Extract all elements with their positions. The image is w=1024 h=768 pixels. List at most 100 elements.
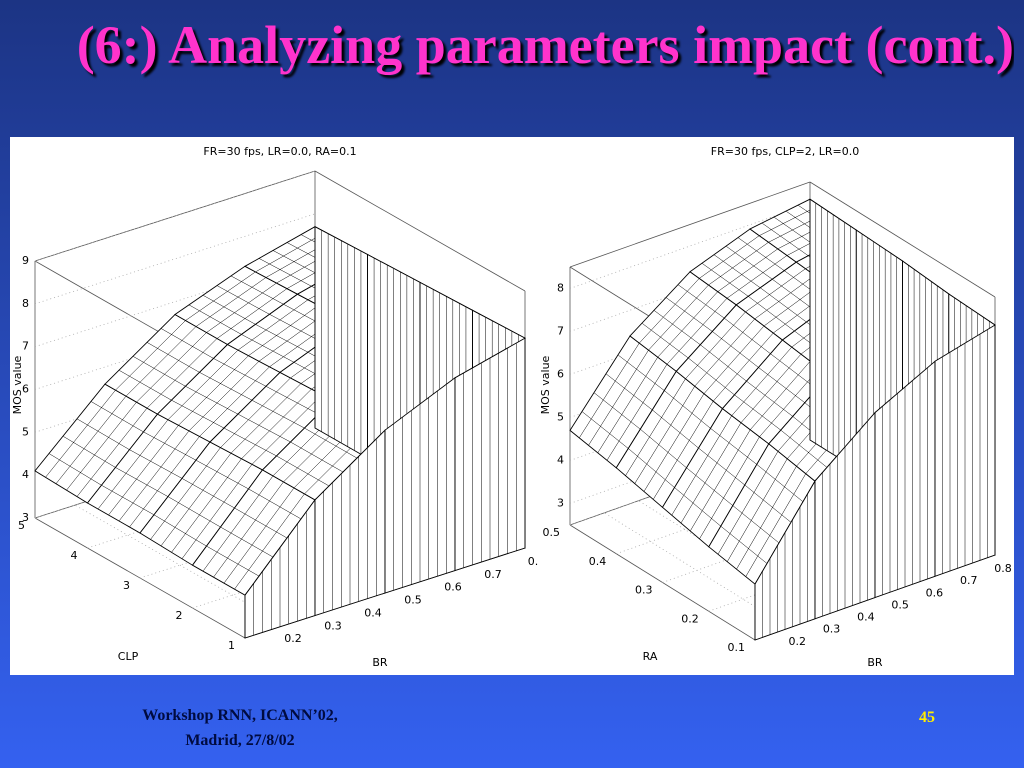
- grid-line: [569, 203, 811, 289]
- y-axis-label: RA: [643, 650, 658, 663]
- z-tick-label: 3: [557, 497, 564, 510]
- mesh-line: [234, 493, 305, 590]
- mesh-line: [202, 295, 256, 325]
- mesh-line: [605, 373, 653, 411]
- mesh-line: [199, 372, 253, 401]
- x-tick-label: 0.6: [444, 581, 462, 594]
- mesh-line: [720, 525, 768, 564]
- mesh-line: [199, 366, 270, 437]
- mesh-line: [639, 278, 700, 344]
- x-tick-label: 0.3: [324, 619, 342, 632]
- mesh-line: [230, 383, 302, 454]
- mesh-line: [160, 328, 214, 359]
- mesh-line: [712, 331, 759, 368]
- mesh-line: [132, 356, 186, 387]
- mesh-line: [178, 355, 249, 426]
- mesh-line: [657, 291, 718, 358]
- mesh-line: [748, 296, 795, 332]
- mesh-line: [634, 386, 695, 484]
- mesh-line: [758, 367, 805, 403]
- mesh-line: [734, 394, 781, 431]
- mesh-line: [726, 255, 788, 299]
- z-tick-label: 7: [22, 340, 29, 353]
- mesh-line: [255, 324, 309, 353]
- mesh-line: [237, 299, 309, 351]
- z-axis-label: MOS value: [539, 355, 552, 414]
- y-tick-label: 0.5: [543, 526, 561, 539]
- mesh-line: [202, 475, 274, 572]
- mesh-line: [213, 358, 267, 387]
- mesh-line: [153, 514, 207, 547]
- mesh-line: [588, 349, 649, 446]
- box-edge: [34, 170, 316, 262]
- box-edge: [314, 170, 526, 292]
- mesh-line: [579, 342, 640, 439]
- mesh-line: [101, 485, 155, 516]
- title-box: (6:) Analyzing parameters impact (cont.): [76, 15, 1014, 75]
- mesh-line: [129, 449, 183, 479]
- mesh-line: [258, 258, 312, 287]
- mesh-line: [756, 464, 804, 502]
- mesh-line: [146, 338, 218, 409]
- z-tick-label: 3: [22, 511, 29, 524]
- mesh-line: [694, 318, 755, 387]
- mesh-line: [108, 425, 179, 516]
- z-tick-label: 5: [557, 411, 564, 424]
- x-tick-label: 0.4: [857, 611, 875, 624]
- mesh-line: [188, 304, 242, 335]
- mesh-line: [143, 431, 197, 461]
- mesh-line: [171, 458, 242, 553]
- mesh-line: [581, 411, 629, 449]
- mesh-line: [66, 401, 137, 491]
- mesh-line: [195, 459, 249, 490]
- mesh-line: [698, 447, 745, 486]
- mesh-line: [740, 353, 802, 423]
- mesh-line: [701, 263, 749, 297]
- mesh-line: [248, 305, 319, 356]
- mesh-line: [746, 380, 793, 417]
- mesh-line: [167, 496, 221, 528]
- slide-title: (6:) Analyzing parameters impact (cont.): [76, 15, 1014, 75]
- mesh-line: [688, 357, 735, 396]
- mesh-line: [223, 487, 295, 584]
- z-tick-label: 5: [22, 425, 29, 438]
- box-edge: [809, 181, 996, 298]
- z-tick-label: 8: [22, 297, 29, 310]
- mesh-line: [76, 407, 148, 497]
- mesh-line: [146, 342, 200, 373]
- mesh-line: [185, 386, 239, 415]
- mesh-line: [185, 271, 256, 321]
- box-edge: [569, 181, 811, 268]
- z-tick-label: 9: [22, 254, 29, 267]
- chart-title: FR=30 fps, LR=0.0, RA=0.1: [203, 145, 356, 158]
- mesh-line: [206, 545, 260, 577]
- mesh-line: [181, 478, 235, 509]
- mesh-line: [640, 428, 687, 468]
- mesh-line: [717, 451, 779, 555]
- x-tick-label: 0.5: [404, 594, 422, 607]
- mesh-line: [304, 427, 358, 459]
- mesh-line: [167, 349, 239, 420]
- mesh-line: [251, 394, 323, 465]
- x-tick-label: 0.4: [364, 606, 382, 619]
- mesh-line: [118, 369, 172, 401]
- y-tick-label: 2: [176, 609, 183, 622]
- mesh-line: [195, 277, 267, 327]
- chart-title: FR=30 fps, CLP=2, LR=0.0: [711, 145, 859, 158]
- y-tick-label: 0.3: [635, 584, 653, 597]
- mesh-line: [181, 464, 253, 559]
- mesh-line: [255, 232, 326, 273]
- mesh-line: [76, 418, 130, 450]
- mesh-line: [269, 314, 323, 343]
- mesh-line: [237, 413, 291, 443]
- mesh-line: [643, 393, 705, 492]
- mesh-line: [680, 422, 742, 524]
- mesh-line: [708, 242, 769, 286]
- mesh-line: [674, 487, 721, 527]
- mesh-line: [230, 275, 284, 305]
- y-tick-label: 1: [228, 639, 235, 652]
- mesh-line: [125, 326, 197, 397]
- page-number: 45: [919, 709, 935, 726]
